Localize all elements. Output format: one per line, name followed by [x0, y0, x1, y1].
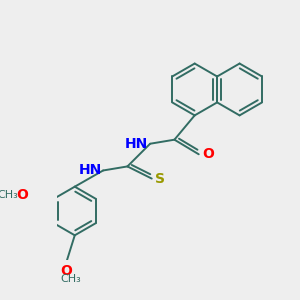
Text: CH₃: CH₃	[0, 190, 18, 200]
Text: HN: HN	[78, 164, 101, 178]
Text: S: S	[155, 172, 165, 186]
Text: CH₃: CH₃	[60, 274, 81, 284]
Text: HN: HN	[124, 137, 148, 151]
Text: O: O	[61, 265, 73, 278]
Text: O: O	[202, 147, 214, 161]
Text: O: O	[16, 188, 28, 202]
